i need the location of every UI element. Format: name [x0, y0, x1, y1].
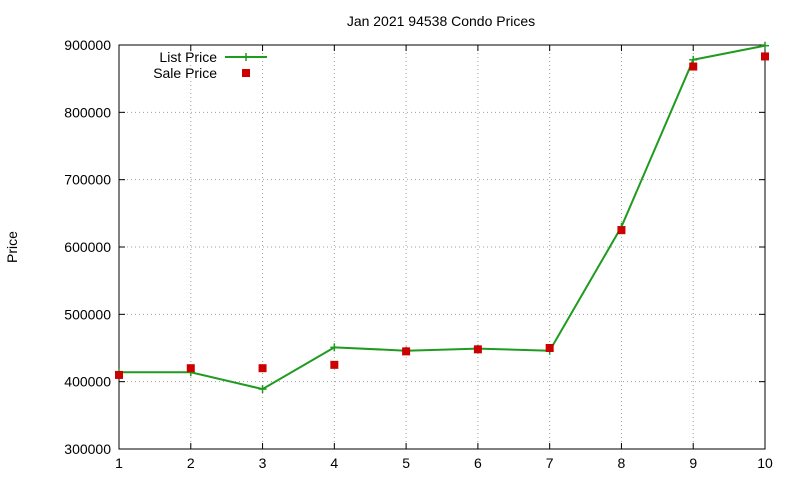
x-tick-label: 2	[187, 455, 195, 471]
x-tick-label: 3	[259, 455, 267, 471]
x-tick-label: 1	[115, 455, 123, 471]
legend-label: List Price	[159, 49, 217, 65]
sale-price-point	[545, 344, 554, 352]
sale-price-point	[115, 370, 123, 379]
x-tick-label: 8	[618, 455, 626, 471]
sale-price-point	[186, 364, 195, 373]
sale-price-point	[761, 52, 769, 61]
sale-price-point	[258, 364, 267, 373]
list-price-point	[689, 55, 698, 64]
legend-label: Sale Price	[153, 65, 217, 81]
grid	[119, 45, 765, 449]
y-tick-label: 900000	[64, 37, 111, 53]
y-tick-label: 600000	[64, 239, 111, 255]
sale-price-point	[689, 62, 698, 71]
x-tick-label: 4	[330, 455, 338, 471]
y-tick-label: 700000	[64, 172, 111, 188]
sale-price-point	[330, 360, 339, 369]
x-tick-label: 5	[402, 455, 410, 471]
sale-price-point	[473, 345, 482, 354]
legend-square-swatch	[242, 69, 250, 77]
y-tick-label: 300000	[64, 441, 111, 457]
y-tick-label: 500000	[64, 306, 111, 322]
sale-price-point	[617, 226, 626, 235]
chart-title: Jan 2021 94538 Condo Prices	[347, 13, 535, 29]
x-tick-label: 6	[474, 455, 482, 471]
list-price-line	[119, 44, 766, 391]
series-layer	[115, 41, 769, 394]
y-tick-label: 400000	[64, 374, 111, 390]
list-price-point	[330, 343, 339, 352]
x-tick-label: 9	[689, 455, 697, 471]
x-tick-label: 10	[757, 455, 773, 471]
sale-price-point	[402, 347, 411, 356]
list-price-point	[258, 385, 267, 394]
list-price-point	[761, 41, 769, 50]
x-tick-label: 7	[546, 455, 554, 471]
axis-ticks: 300000 400000 500000 600000 700000 800000 9000…	[64, 37, 773, 471]
y-axis-label: Price	[4, 231, 20, 263]
y-tick-label: 800000	[64, 104, 111, 120]
